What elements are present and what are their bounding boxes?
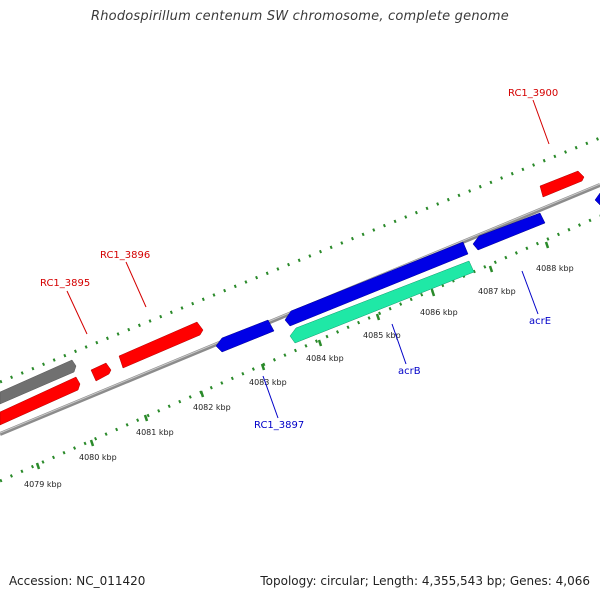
label-rc1-3897[interactable]: RC1_3897 (254, 420, 304, 431)
leader-acrE (521, 270, 539, 315)
forward-genes (0, 170, 585, 426)
scale-label-4088: 4088 kbp (536, 264, 574, 273)
tick-4088 (544, 241, 550, 249)
label-rc1-3900[interactable]: RC1_3900 (508, 88, 558, 99)
tick-4085 (375, 313, 381, 321)
tick-4080 (89, 439, 95, 447)
leader-rc1-3895 (66, 290, 88, 335)
leader-rc1-3896 (125, 261, 147, 308)
scale-label-4080: 4080 kbp (79, 453, 117, 462)
gene-acrB[interactable] (289, 260, 475, 344)
scale-labels: 4079 kbp 4080 kbp 4081 kbp 4082 kbp 4083… (24, 264, 574, 489)
gene-rc1-3895[interactable] (90, 362, 112, 382)
gene-red-partial[interactable] (0, 376, 81, 426)
reverse-ruler-dots (0, 214, 600, 483)
forward-ruler-dots (0, 136, 600, 384)
forward-ruler (0, 136, 600, 384)
gene-reverse-long[interactable] (284, 241, 469, 327)
leader-acrB (391, 323, 407, 365)
tick-4081 (143, 414, 149, 422)
tick-4087 (488, 265, 494, 273)
leader-rc1-3900 (532, 99, 550, 145)
accession-text: Accession: NC_011420 (9, 574, 146, 588)
gene-rc1-3896[interactable] (118, 321, 204, 369)
scale-label-4082: 4082 kbp (193, 403, 231, 412)
gene-right-edge[interactable] (594, 192, 600, 206)
gene-labels: RC1_3895 RC1_3896 RC1_3900 RC1_3897 acrB… (40, 88, 558, 431)
scale-label-4084: 4084 kbp (306, 354, 344, 363)
gene-rc1-3897[interactable] (215, 319, 275, 353)
leader-rc1-3897 (262, 375, 279, 419)
gene-gray-partial[interactable] (0, 359, 77, 405)
scale-ticks (35, 241, 550, 470)
label-rc1-3896[interactable]: RC1_3896 (100, 250, 150, 261)
scale-label-4086: 4086 kbp (420, 308, 458, 317)
scale-label-4087: 4087 kbp (478, 287, 516, 296)
scale-label-4081: 4081 kbp (136, 428, 174, 437)
tick-4084 (317, 339, 323, 347)
tick-4086 (430, 289, 436, 297)
scale-label-4079: 4079 kbp (24, 480, 62, 489)
tick-4082 (199, 390, 205, 398)
genome-stats-text: Topology: circular; Length: 4,355,543 bp… (260, 574, 590, 588)
map-title: Rhodospirillum centenum SW chromosome, c… (91, 9, 509, 24)
label-acrB[interactable]: acrB (398, 366, 421, 377)
label-rc1-3895[interactable]: RC1_3895 (40, 278, 90, 289)
label-leaders (66, 99, 550, 419)
reverse-ruler (0, 214, 600, 483)
tick-4083 (260, 363, 266, 371)
tick-4079 (35, 462, 41, 470)
gene-acrE[interactable] (472, 212, 546, 251)
reverse-genes (215, 192, 600, 353)
gene-rc1-3900[interactable] (539, 170, 585, 198)
scale-label-4085: 4085 kbp (363, 331, 401, 340)
scale-label-4083: 4083 kbp (249, 378, 287, 387)
label-acrE[interactable]: acrE (529, 316, 551, 327)
